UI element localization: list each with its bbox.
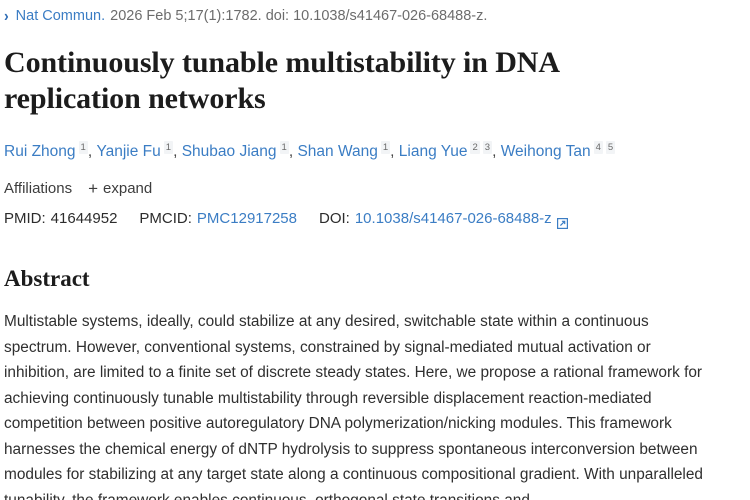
author-affiliation-sup[interactable]: 1 [380,141,391,154]
author-name[interactable]: Weihong Tan [500,143,591,161]
identifiers-row: PMID: 41644952 PMCID: PMC12917258 DOI: 1… [4,209,750,229]
author-name[interactable]: Shubao Jiang [181,143,277,161]
author-affiliation-sup[interactable]: 5 [605,141,616,154]
author-affiliation-sup[interactable]: 4 [593,141,603,154]
pmcid-group: PMCID: PMC12917258 [139,209,297,229]
author-entry: Liang Yue 2 3 [398,141,493,161]
author-affiliation-sup[interactable]: 1 [279,141,289,154]
page-title: Continuously tunable multistability in D… [4,46,559,115]
pmid-group: PMID: 41644952 [4,209,117,229]
author-entry: Yanjie Fu 1 [96,141,174,161]
pmcid-label: PMCID: [139,210,192,228]
author-name[interactable]: Yanjie Fu [96,143,161,161]
plus-icon[interactable]: + [88,179,99,199]
chevron-right-icon[interactable]: › [4,5,9,25]
abstract-text: Multistable systems, ideally, could stab… [4,313,703,500]
abstract-heading: Abstract [4,266,90,292]
doi-link[interactable]: 10.1038/s41467-026-68488-z [354,210,552,228]
author-entry: Shubao Jiang 1 [181,141,289,161]
author-entry: Rui Zhong 1 [4,141,88,161]
pmcid-link[interactable]: PMC12917258 [196,210,297,228]
author-name[interactable]: Shan Wang [297,143,378,161]
author-affiliation-sup[interactable]: 3 [482,141,493,154]
author-entry: Weihong Tan 4 5 [500,141,616,161]
pmid-value: 41644952 [50,210,118,228]
author-name[interactable]: Rui Zhong [4,143,76,161]
author-affiliation-sup[interactable]: 2 [470,141,480,154]
doi-label: DOI: [319,210,350,228]
author-affiliation-sup[interactable]: 1 [78,141,88,154]
author-affiliation-sup[interactable]: 1 [163,141,174,154]
doi-group: DOI: 10.1038/s41467-026-68488-z [319,209,568,229]
author-name[interactable]: Liang Yue [398,143,468,161]
citation-line: › Nat Commun. 2026 Feb 5;17(1):1782. doi… [4,0,750,25]
author-list: Rui Zhong 1, Yanjie Fu 1, Shubao Jiang 1, S… [4,141,616,161]
external-link-icon[interactable] [556,215,568,229]
affiliations-label: Affiliations [4,180,73,198]
citation-details: 2026 Feb 5;17(1):1782. doi: 10.1038/s414… [110,8,488,24]
pmid-label: PMID: [4,210,46,228]
expand-affiliations-button[interactable]: expand [103,180,153,198]
affiliations-row: Affiliations + expand [4,179,750,199]
journal-name[interactable]: Nat Commun. [15,8,106,24]
author-entry: Shan Wang 1 [297,141,391,161]
